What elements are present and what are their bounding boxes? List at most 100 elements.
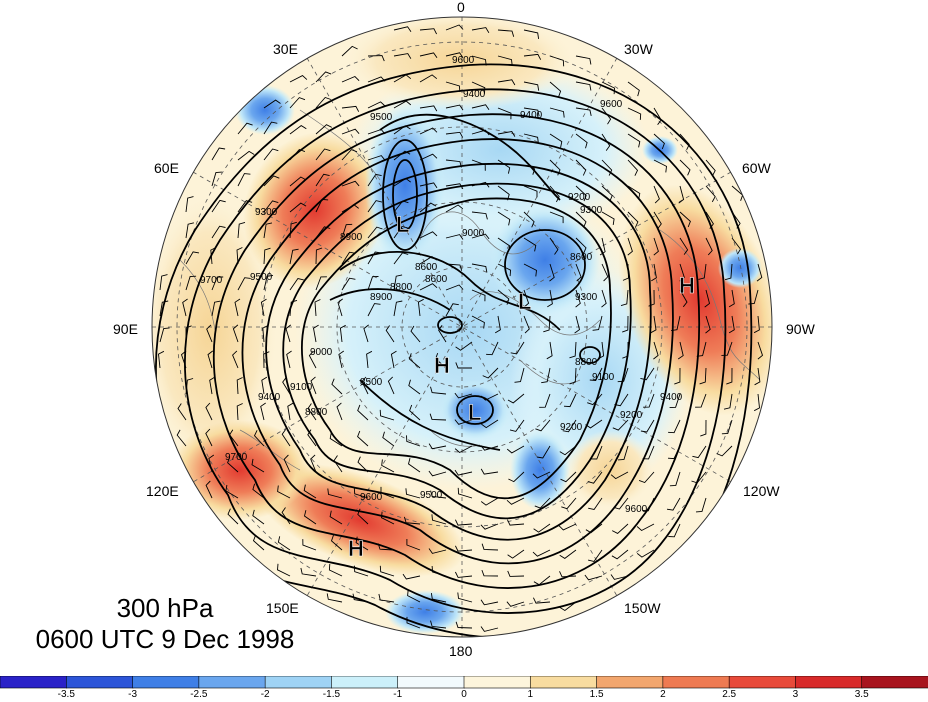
wind-barb <box>480 523 499 530</box>
wind-barb <box>303 510 317 525</box>
wind-barb <box>731 237 742 255</box>
wind-barb <box>748 289 759 305</box>
wind-barb <box>617 445 629 461</box>
wind-barb <box>428 470 447 477</box>
wind-barb <box>575 237 587 254</box>
wind-barb <box>506 445 525 454</box>
wind-barb <box>575 107 592 116</box>
wind-barb <box>263 274 274 291</box>
wind-barb <box>497 237 511 252</box>
wind-barb <box>329 432 343 447</box>
wind-barb <box>627 81 640 97</box>
wind-barb <box>352 593 369 603</box>
wind-barb <box>679 133 690 151</box>
coastlines <box>179 109 761 471</box>
anomaly-warm-pacific <box>255 463 465 577</box>
wind-barb <box>419 153 438 161</box>
wind-barb <box>481 569 499 577</box>
wind-barb <box>403 516 421 525</box>
wind-barb <box>471 104 490 110</box>
wind-barb <box>185 275 197 291</box>
wind-barb <box>393 300 403 317</box>
wind-barb <box>558 523 577 531</box>
wind-barb <box>523 315 530 334</box>
wind-barb <box>533 575 551 586</box>
colorbar-swatch <box>861 676 928 689</box>
wind-barb <box>695 393 707 408</box>
wind-barb <box>563 393 577 408</box>
wind-barb <box>382 431 395 447</box>
pressure-center-L1: L <box>396 212 409 237</box>
wind-barb <box>523 133 539 144</box>
wind-barb <box>430 593 447 603</box>
colorbar-tick-label: -1 <box>393 689 403 700</box>
wind-barb <box>454 419 473 425</box>
wind-barb <box>575 133 588 149</box>
wind-barb <box>471 263 488 273</box>
wind-barb <box>180 350 187 369</box>
wind-barb <box>406 616 421 629</box>
contour-label: 9300 <box>575 292 598 303</box>
wind-barb <box>237 122 253 135</box>
wind-barb <box>431 565 447 577</box>
wind-barb <box>357 456 369 473</box>
wind-barb <box>651 263 657 282</box>
wind-barb <box>698 263 707 280</box>
contour-label: 9500 <box>420 490 443 501</box>
wind-barb <box>549 211 564 224</box>
colorbar-swatch <box>132 676 200 689</box>
wind-barb <box>367 303 381 317</box>
wind-barb <box>289 97 306 109</box>
wind-barb <box>177 403 187 421</box>
colorbar-swatch <box>264 676 333 689</box>
wind-barb <box>229 429 239 447</box>
wind-barb <box>613 497 629 510</box>
wind-barb <box>514 367 525 383</box>
wind-barb <box>211 171 222 187</box>
wind-barb <box>599 237 606 256</box>
wind-barb <box>430 490 447 499</box>
wind-barb <box>285 324 292 343</box>
wind-barb <box>650 315 657 334</box>
wind-barb <box>721 341 733 356</box>
wind-barb <box>679 211 691 228</box>
wind-barb <box>679 289 688 308</box>
wind-barb <box>636 549 655 558</box>
lon-label-150e: 150E <box>266 600 299 616</box>
wind-barb <box>419 231 438 239</box>
wind-barb <box>677 341 684 360</box>
colorbar-swatch <box>596 676 664 689</box>
wind-barb <box>471 55 487 66</box>
wind-barb <box>601 185 613 202</box>
wind-barb <box>315 198 329 213</box>
wind-barb <box>315 148 331 161</box>
wind-barb <box>308 350 317 369</box>
colorbar-tick-label: 2 <box>660 689 666 700</box>
wind-barb <box>303 484 317 499</box>
wind-barb <box>574 315 581 334</box>
title-level: 300 hPa <box>116 593 214 623</box>
contour-label: 8900 <box>340 232 363 243</box>
wind-barb <box>532 597 551 604</box>
wind-barb <box>454 445 473 454</box>
wind-barb <box>679 263 685 282</box>
wind-barb <box>569 341 577 359</box>
wind-barb <box>355 536 369 551</box>
wind-barb <box>393 53 412 59</box>
wind-barb <box>393 150 411 161</box>
wind-barb <box>523 159 536 175</box>
wind-barb <box>341 180 360 187</box>
wind-barb <box>731 211 741 229</box>
wind-barb <box>402 573 421 580</box>
wind-barb <box>419 283 438 291</box>
wind-barb <box>523 53 542 60</box>
wind-barb <box>601 211 615 225</box>
wind-barb <box>326 593 343 603</box>
wind-barb <box>648 289 655 307</box>
wind-barb <box>549 81 562 97</box>
wind-barb <box>367 251 382 265</box>
lon-label-30w: 30W <box>624 41 653 57</box>
wind-barb <box>289 148 306 161</box>
wind-barb <box>260 298 267 317</box>
contour-label: 9600 <box>360 492 383 503</box>
